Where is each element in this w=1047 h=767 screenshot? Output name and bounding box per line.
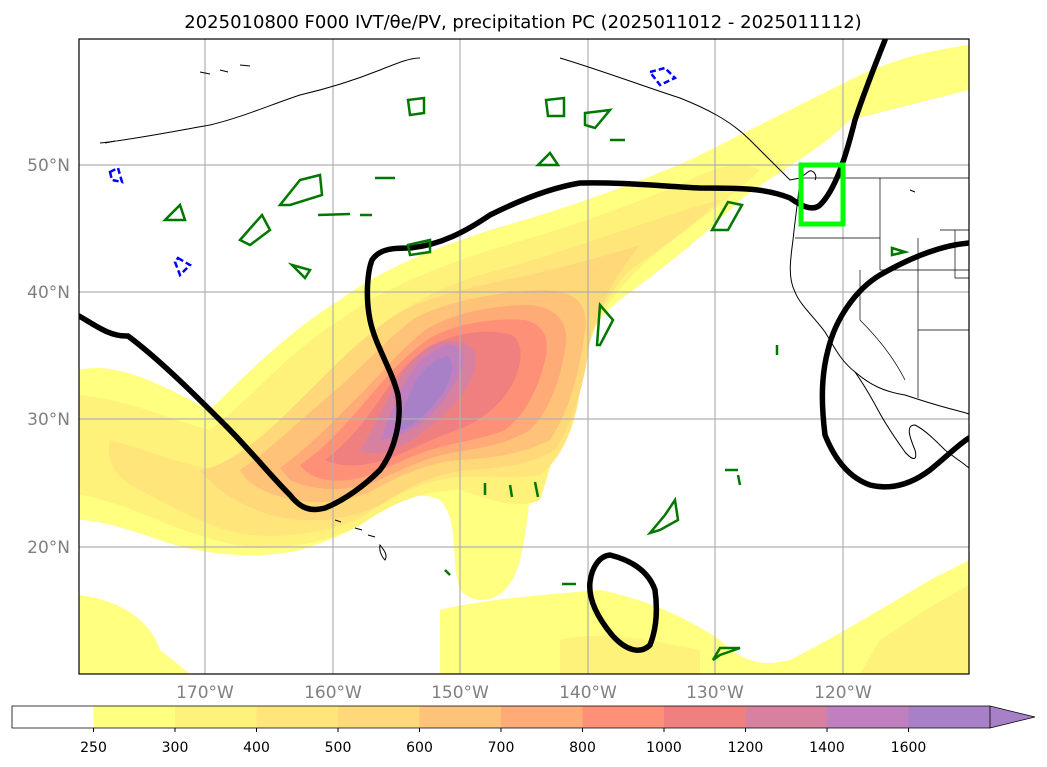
theta-contour-closed <box>587 552 660 653</box>
colorbar-segment <box>93 706 176 728</box>
ivt-band-250-bottom <box>79 560 969 674</box>
colorbar: 250 300 400 500 600 700 800 1000 1200 1400 1600 <box>11 705 1036 756</box>
colorbar-segment <box>582 706 665 728</box>
pv-contour <box>646 496 680 536</box>
longitude-tick-label: 140°W <box>559 683 617 703</box>
negative-contour <box>647 66 678 87</box>
pv-contour <box>544 96 566 118</box>
longitude-labels: 170°W 160°W 150°W 140°W 130°W 120°W <box>176 683 872 703</box>
alaska-coast <box>99 57 817 181</box>
pv-contours <box>161 96 910 662</box>
colorbar-tick-label: 250 <box>80 740 107 756</box>
colorbar-segment <box>256 706 339 728</box>
aleutian-islands <box>104 64 251 144</box>
coastlines <box>99 57 969 561</box>
great-basin-lake <box>909 189 916 193</box>
pv-contour <box>583 108 613 130</box>
colorbar-tick-label: 500 <box>325 740 352 756</box>
colorbar-segment <box>175 706 257 728</box>
us-west-coast <box>789 179 969 415</box>
latitude-tick-label: 40°N <box>27 283 70 303</box>
colorbar-segment <box>745 706 828 728</box>
pv-contour <box>287 262 312 280</box>
colorbar-extend-arrow <box>989 705 1036 729</box>
latitude-tick-label: 50°N <box>27 156 70 176</box>
negative-contour <box>173 256 193 278</box>
colorbar-segment <box>827 706 909 728</box>
us-state-borders <box>795 177 969 398</box>
negative-contours <box>108 66 678 278</box>
colorbar-tick-label: 700 <box>488 740 515 756</box>
canada-us-border <box>940 229 969 279</box>
colorbar-tick-label: 1200 <box>728 740 764 756</box>
longitude-tick-label: 160°W <box>304 683 362 703</box>
gridlines <box>79 39 969 674</box>
colorbar-tick-label: 1600 <box>891 740 927 756</box>
pv-contour <box>406 238 432 257</box>
longitude-tick-label: 120°W <box>814 683 872 703</box>
baja-coast <box>854 371 969 469</box>
colorbar-segment <box>419 706 502 728</box>
longitude-tick-label: 170°W <box>176 683 234 703</box>
colorbar-tick-label: 400 <box>243 740 270 756</box>
colorbar-tick-label: 1400 <box>809 740 845 756</box>
pv-contour <box>406 96 426 117</box>
longitude-tick-label: 130°W <box>686 683 744 703</box>
negative-contour <box>108 166 124 184</box>
pv-contour <box>890 246 910 257</box>
theta-contour-east <box>819 240 969 490</box>
pv-contour <box>711 646 741 662</box>
ivt-band-1600 <box>395 356 452 432</box>
pv-contour-small <box>317 138 779 586</box>
latitude-tick-label: 30°N <box>27 410 70 430</box>
pv-contour <box>709 200 744 232</box>
colorbar-segment <box>338 706 420 728</box>
latitude-labels: 50°N 40°N 30°N 20°N <box>27 156 70 558</box>
pv-contour <box>237 212 272 247</box>
colorbar-tick-label: 300 <box>162 740 189 756</box>
pv-contour <box>534 151 561 167</box>
colorbar-segment <box>12 706 94 728</box>
colorbar-segment <box>501 706 583 728</box>
ivt-band-300-br <box>560 585 969 674</box>
pv-contour <box>595 301 615 347</box>
colorbar-tick-label: 800 <box>569 740 596 756</box>
colorbar-segment <box>908 706 991 728</box>
pv-contour <box>161 202 187 222</box>
hawaii-islands <box>334 519 387 561</box>
map-frame <box>78 38 970 675</box>
colorbar-segment <box>664 706 746 728</box>
colorbar-tick-label: 600 <box>406 740 433 756</box>
longitude-tick-label: 150°W <box>431 683 489 703</box>
latitude-tick-label: 20°N <box>27 538 70 558</box>
colorbar-tick-label: 1000 <box>646 740 682 756</box>
chart-title: 2025010800 F000 IVT/θe/PV, precipitation… <box>184 12 861 33</box>
region-box <box>798 162 846 227</box>
pv-contour <box>277 173 324 207</box>
